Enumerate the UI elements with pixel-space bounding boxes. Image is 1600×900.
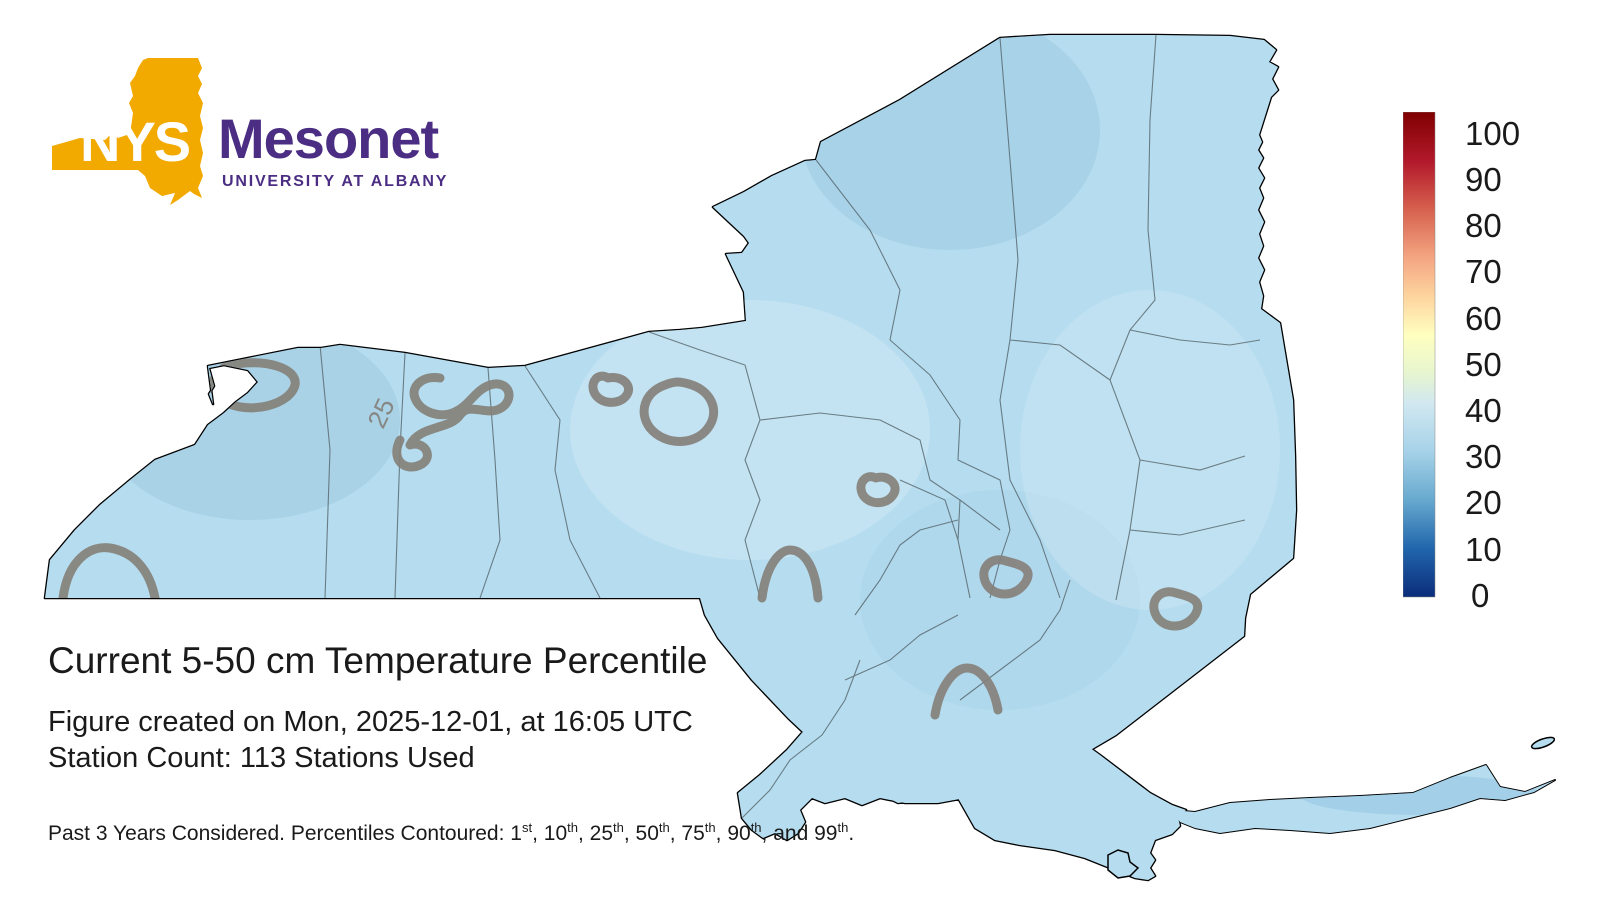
svg-text:50: 50	[1465, 346, 1502, 383]
svg-text:10: 10	[1465, 531, 1502, 568]
svg-text:70: 70	[1465, 253, 1502, 290]
svg-text:40: 40	[1465, 392, 1502, 429]
svg-text:80: 80	[1465, 207, 1502, 244]
svg-text:90: 90	[1465, 161, 1502, 198]
svg-text:100: 100	[1465, 115, 1520, 152]
svg-text:0: 0	[1471, 577, 1489, 614]
svg-text:30: 30	[1465, 438, 1502, 475]
svg-text:20: 20	[1465, 484, 1502, 521]
svg-text:60: 60	[1465, 300, 1502, 337]
